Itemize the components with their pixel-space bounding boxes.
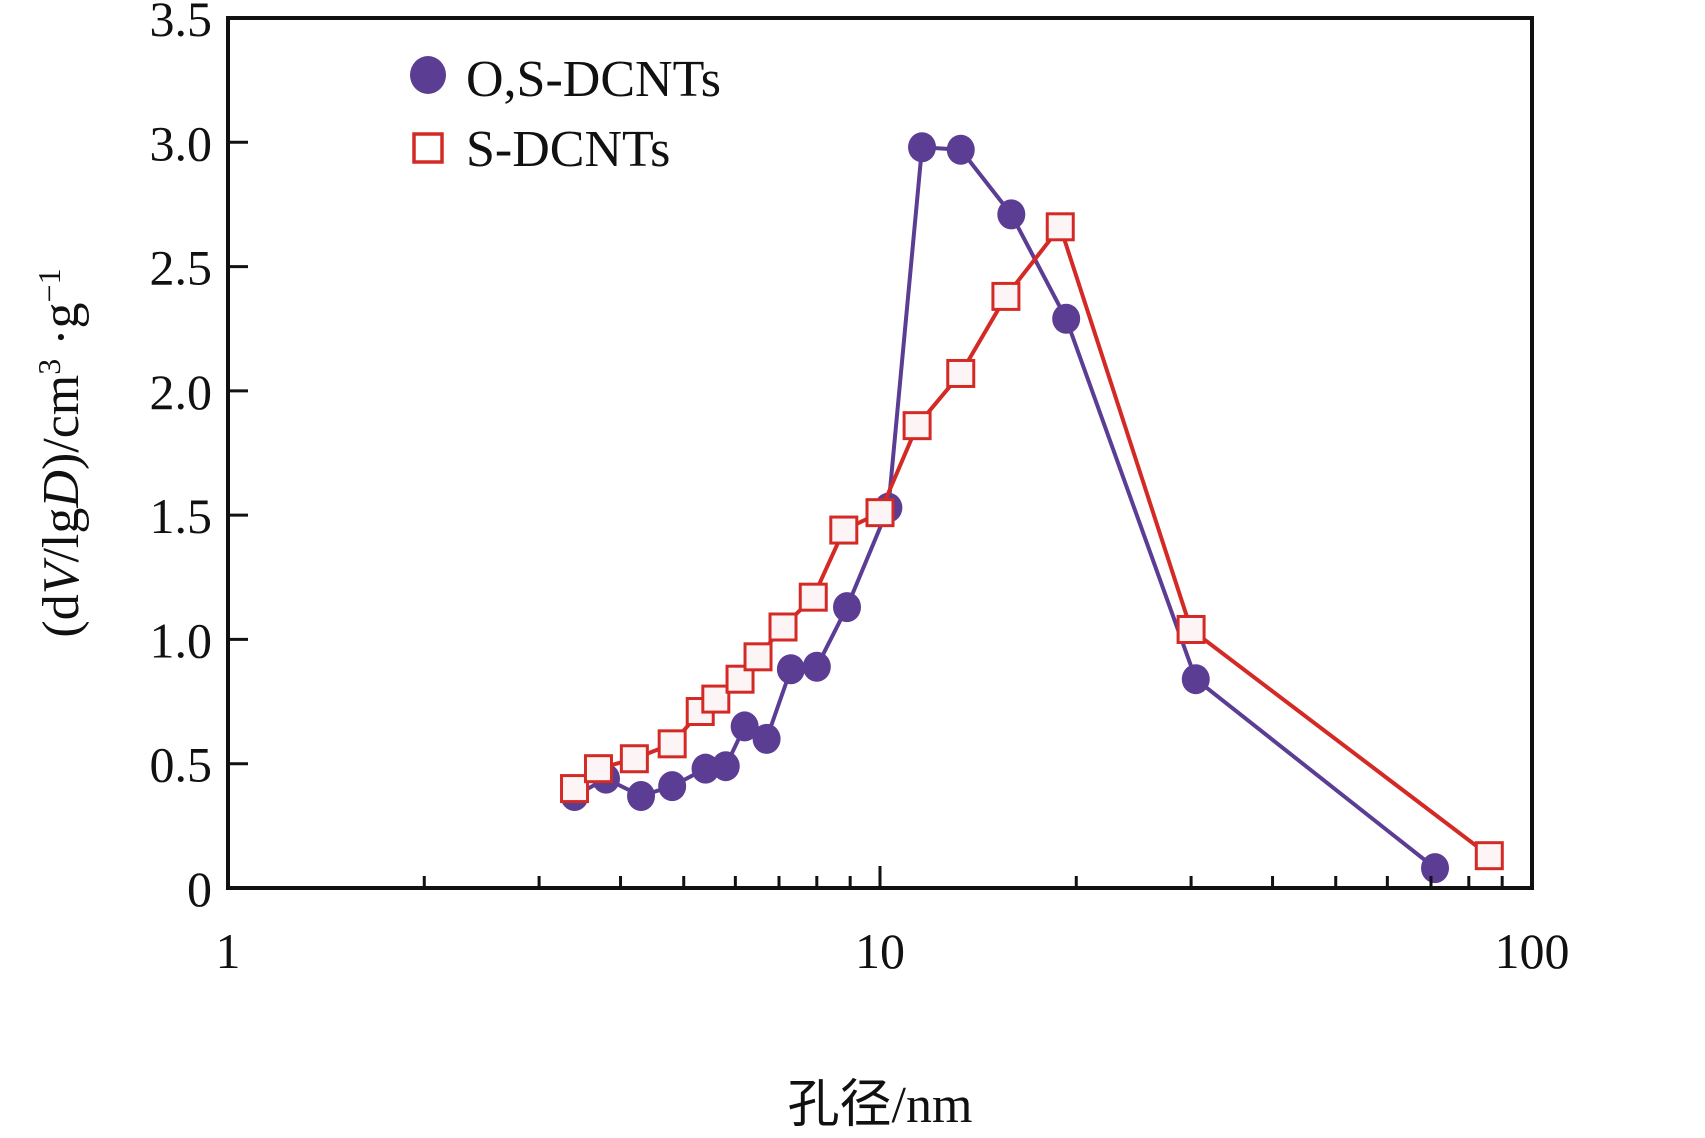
data-point: [776, 654, 805, 685]
y-title-suffix: )/cm: [33, 375, 90, 470]
data-point: [1421, 853, 1450, 884]
y-tick-label: 2.0: [150, 364, 213, 420]
legend-item-s-dcnts: S-DCNTs: [412, 121, 670, 178]
data-point: [752, 723, 781, 754]
y-tick-label: 2.5: [150, 240, 213, 296]
data-point: [798, 582, 828, 612]
legend-marker-open-square-icon: [412, 132, 444, 164]
data-point: [1045, 212, 1075, 242]
data-point: [946, 358, 976, 388]
legend-label: O,S-DCNTs: [466, 51, 721, 108]
data-point: [1474, 841, 1504, 871]
x-axis-title: 孔径/nm: [788, 1077, 973, 1134]
data-point: [691, 753, 720, 784]
y-axis-ticks: 0 0.5 1.0 1.5 2.0 2.5 3.0 3.5: [150, 0, 248, 917]
y-tick-label: 0: [187, 861, 212, 917]
data-point: [991, 281, 1021, 311]
x-tick-label: 100: [1495, 923, 1570, 979]
y-tick-label: 0.5: [150, 737, 213, 793]
data-point: [711, 751, 740, 782]
y-title-dotg: ·g: [33, 302, 90, 358]
legend-item-os-dcnts: O,S-DCNTs: [410, 51, 721, 108]
data-point: [865, 498, 895, 528]
data-point: [802, 651, 831, 682]
y-tick-label: 1.0: [150, 612, 213, 668]
data-point: [560, 774, 590, 804]
series-s-dcnts: [560, 212, 1504, 871]
x-tick-label: 10: [855, 923, 905, 979]
data-point: [1176, 614, 1206, 644]
x-tick-label: 1: [216, 923, 241, 979]
data-point: [730, 711, 759, 742]
data-point: [1181, 664, 1210, 695]
y-title-prefix: (d: [33, 594, 90, 637]
data-point: [627, 781, 656, 812]
y-tick-label: 3.0: [150, 115, 213, 171]
data-point: [902, 411, 932, 441]
data-point: [946, 134, 975, 165]
data-point: [908, 132, 937, 163]
data-point: [829, 515, 859, 545]
plot-area: [560, 132, 1504, 884]
data-point: [833, 592, 862, 623]
y-tick-label: 3.5: [150, 0, 213, 47]
data-point: [619, 744, 649, 774]
y-tick-label: 1.5: [150, 488, 213, 544]
y-axis-title: (dV/lgD)/cm3 ·g−1: [31, 268, 90, 637]
y-title-d: D: [33, 470, 90, 509]
series-o-s-dcnts: [560, 132, 1450, 884]
x-axis-ticks: 1 10 100: [216, 866, 1570, 979]
y-title-supneg1: −1: [31, 268, 67, 302]
y-title-mid: /lg: [33, 508, 90, 563]
data-point: [725, 664, 755, 694]
data-point: [743, 642, 773, 672]
legend-label: S-DCNTs: [466, 121, 670, 178]
data-point: [1052, 303, 1081, 334]
legend: O,S-DCNTs S-DCNTs: [410, 51, 721, 178]
data-point: [583, 754, 613, 784]
y-title-v: V: [33, 557, 90, 594]
y-title-sup3: 3: [31, 359, 67, 375]
data-point: [658, 771, 687, 802]
data-point: [657, 729, 687, 759]
legend-marker-filled-circle-icon: [410, 56, 446, 94]
data-point: [768, 612, 798, 642]
data-point: [701, 684, 731, 714]
data-point: [997, 199, 1026, 230]
